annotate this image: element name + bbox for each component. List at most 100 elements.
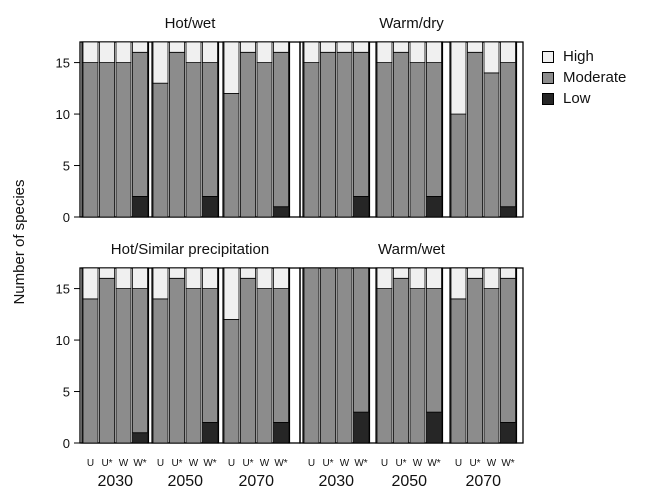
bar-segment-high (115, 41, 132, 63)
bar-segment-high (409, 267, 426, 289)
bar-label: W (260, 458, 270, 469)
y-tick-label: 0 (63, 436, 70, 451)
bar-label: U* (322, 458, 333, 469)
bar-segment-high (240, 267, 256, 279)
bar-segment-moderate (393, 51, 409, 218)
bar-segment-moderate (273, 51, 289, 208)
bar-segment-high (500, 267, 516, 279)
bar-label: U (455, 458, 462, 469)
bar-segment-high (223, 41, 240, 94)
year-label: 2050 (167, 473, 203, 490)
bar-segment-high (132, 267, 148, 289)
bar-segment-moderate (132, 51, 148, 197)
bar-segment-moderate (467, 277, 483, 444)
year-label: 2030 (318, 473, 354, 490)
bar-segment-high (185, 41, 202, 63)
panel-title: Hot/Similar precipitation (111, 241, 269, 258)
bar-segment-high (393, 41, 409, 53)
bar-segment-high (169, 41, 185, 53)
bar-segment-moderate (223, 319, 240, 444)
panel-title: Warm/dry (379, 15, 444, 32)
bar-segment-high (426, 267, 442, 289)
bar-segment-high (483, 41, 500, 74)
bar-segment-low (132, 432, 148, 444)
bar-segment-moderate (185, 62, 202, 218)
bar-segment-high (500, 41, 516, 63)
legend-swatch-low (542, 92, 554, 105)
bar-segment-moderate (185, 288, 202, 444)
bar-segment-high (426, 41, 442, 63)
bar-label: W* (203, 458, 216, 469)
year-label: 2050 (391, 473, 427, 490)
bar-segment-moderate (320, 51, 336, 218)
bar-segment-moderate (393, 277, 409, 444)
bar-segment-moderate (450, 113, 467, 218)
bar-segment-moderate (353, 267, 369, 413)
year-block-frame (222, 41, 291, 218)
y-tick-label: 15 (56, 282, 70, 297)
year-block-frame (222, 267, 291, 444)
bar-label: U (308, 458, 315, 469)
bar-segment-high (409, 41, 426, 63)
bar-label: U (87, 458, 94, 469)
bar-segment-moderate (82, 298, 99, 444)
bar-segment-moderate (376, 288, 393, 444)
legend: High Moderate Low (542, 46, 626, 109)
bar-label: W (413, 458, 423, 469)
bar-segment-high (99, 267, 115, 279)
bar-label: W (487, 458, 497, 469)
bar-segment-moderate (223, 93, 240, 218)
bar-segment-moderate (99, 277, 115, 444)
bar-segment-moderate (202, 62, 218, 197)
bar-segment-moderate (303, 62, 320, 218)
bar-segment-high (320, 41, 336, 53)
bar-segment-moderate (409, 62, 426, 218)
legend-swatch-high (542, 50, 554, 63)
bar-segment-moderate (409, 288, 426, 444)
year-label: 2070 (465, 473, 501, 490)
bar-label: U* (171, 458, 182, 469)
bar-segment-high (185, 267, 202, 289)
bar-segment-high (202, 267, 218, 289)
bar-segment-low (353, 196, 369, 218)
bar-segment-moderate (132, 288, 148, 434)
legend-swatch-moderate (542, 71, 554, 84)
bar-segment-moderate (426, 62, 442, 197)
bar-segment-high (132, 41, 148, 53)
bar-label: W* (354, 458, 367, 469)
bar-segment-low (273, 206, 289, 218)
bar-label: W* (427, 458, 440, 469)
year-block-frame (151, 267, 220, 444)
bar-segment-high (376, 267, 393, 289)
bar-segment-moderate (336, 267, 353, 444)
bar-segment-high (82, 267, 99, 300)
y-tick-label: 15 (56, 56, 70, 71)
bar-segment-high (353, 41, 369, 53)
panel-title: Hot/wet (165, 15, 217, 32)
bar-segment-high (393, 267, 409, 279)
bar-segment-high (467, 267, 483, 279)
bar-segment-moderate (82, 62, 99, 218)
bar-label: W (340, 458, 350, 469)
bar-label: W (119, 458, 129, 469)
bar-segment-high (336, 41, 353, 53)
bar-segment-high (256, 267, 273, 289)
y-tick-label: 10 (56, 107, 70, 122)
bar-segment-moderate (115, 288, 132, 444)
bar-label: U* (101, 458, 112, 469)
year-label: 2030 (97, 473, 133, 490)
bar-segment-high (223, 267, 240, 320)
bar-segment-high (273, 267, 289, 289)
legend-label-low: Low (563, 90, 591, 107)
bar-segment-moderate (303, 267, 320, 444)
bar-label: U (157, 458, 164, 469)
bar-segment-low (132, 196, 148, 218)
bar-segment-high (467, 41, 483, 53)
bar-segment-low (426, 196, 442, 218)
bar-segment-moderate (202, 288, 218, 423)
legend-item-high: High (542, 46, 626, 67)
bar-segment-low (202, 422, 218, 444)
bar-segment-moderate (483, 72, 500, 218)
legend-item-moderate: Moderate (542, 67, 626, 88)
